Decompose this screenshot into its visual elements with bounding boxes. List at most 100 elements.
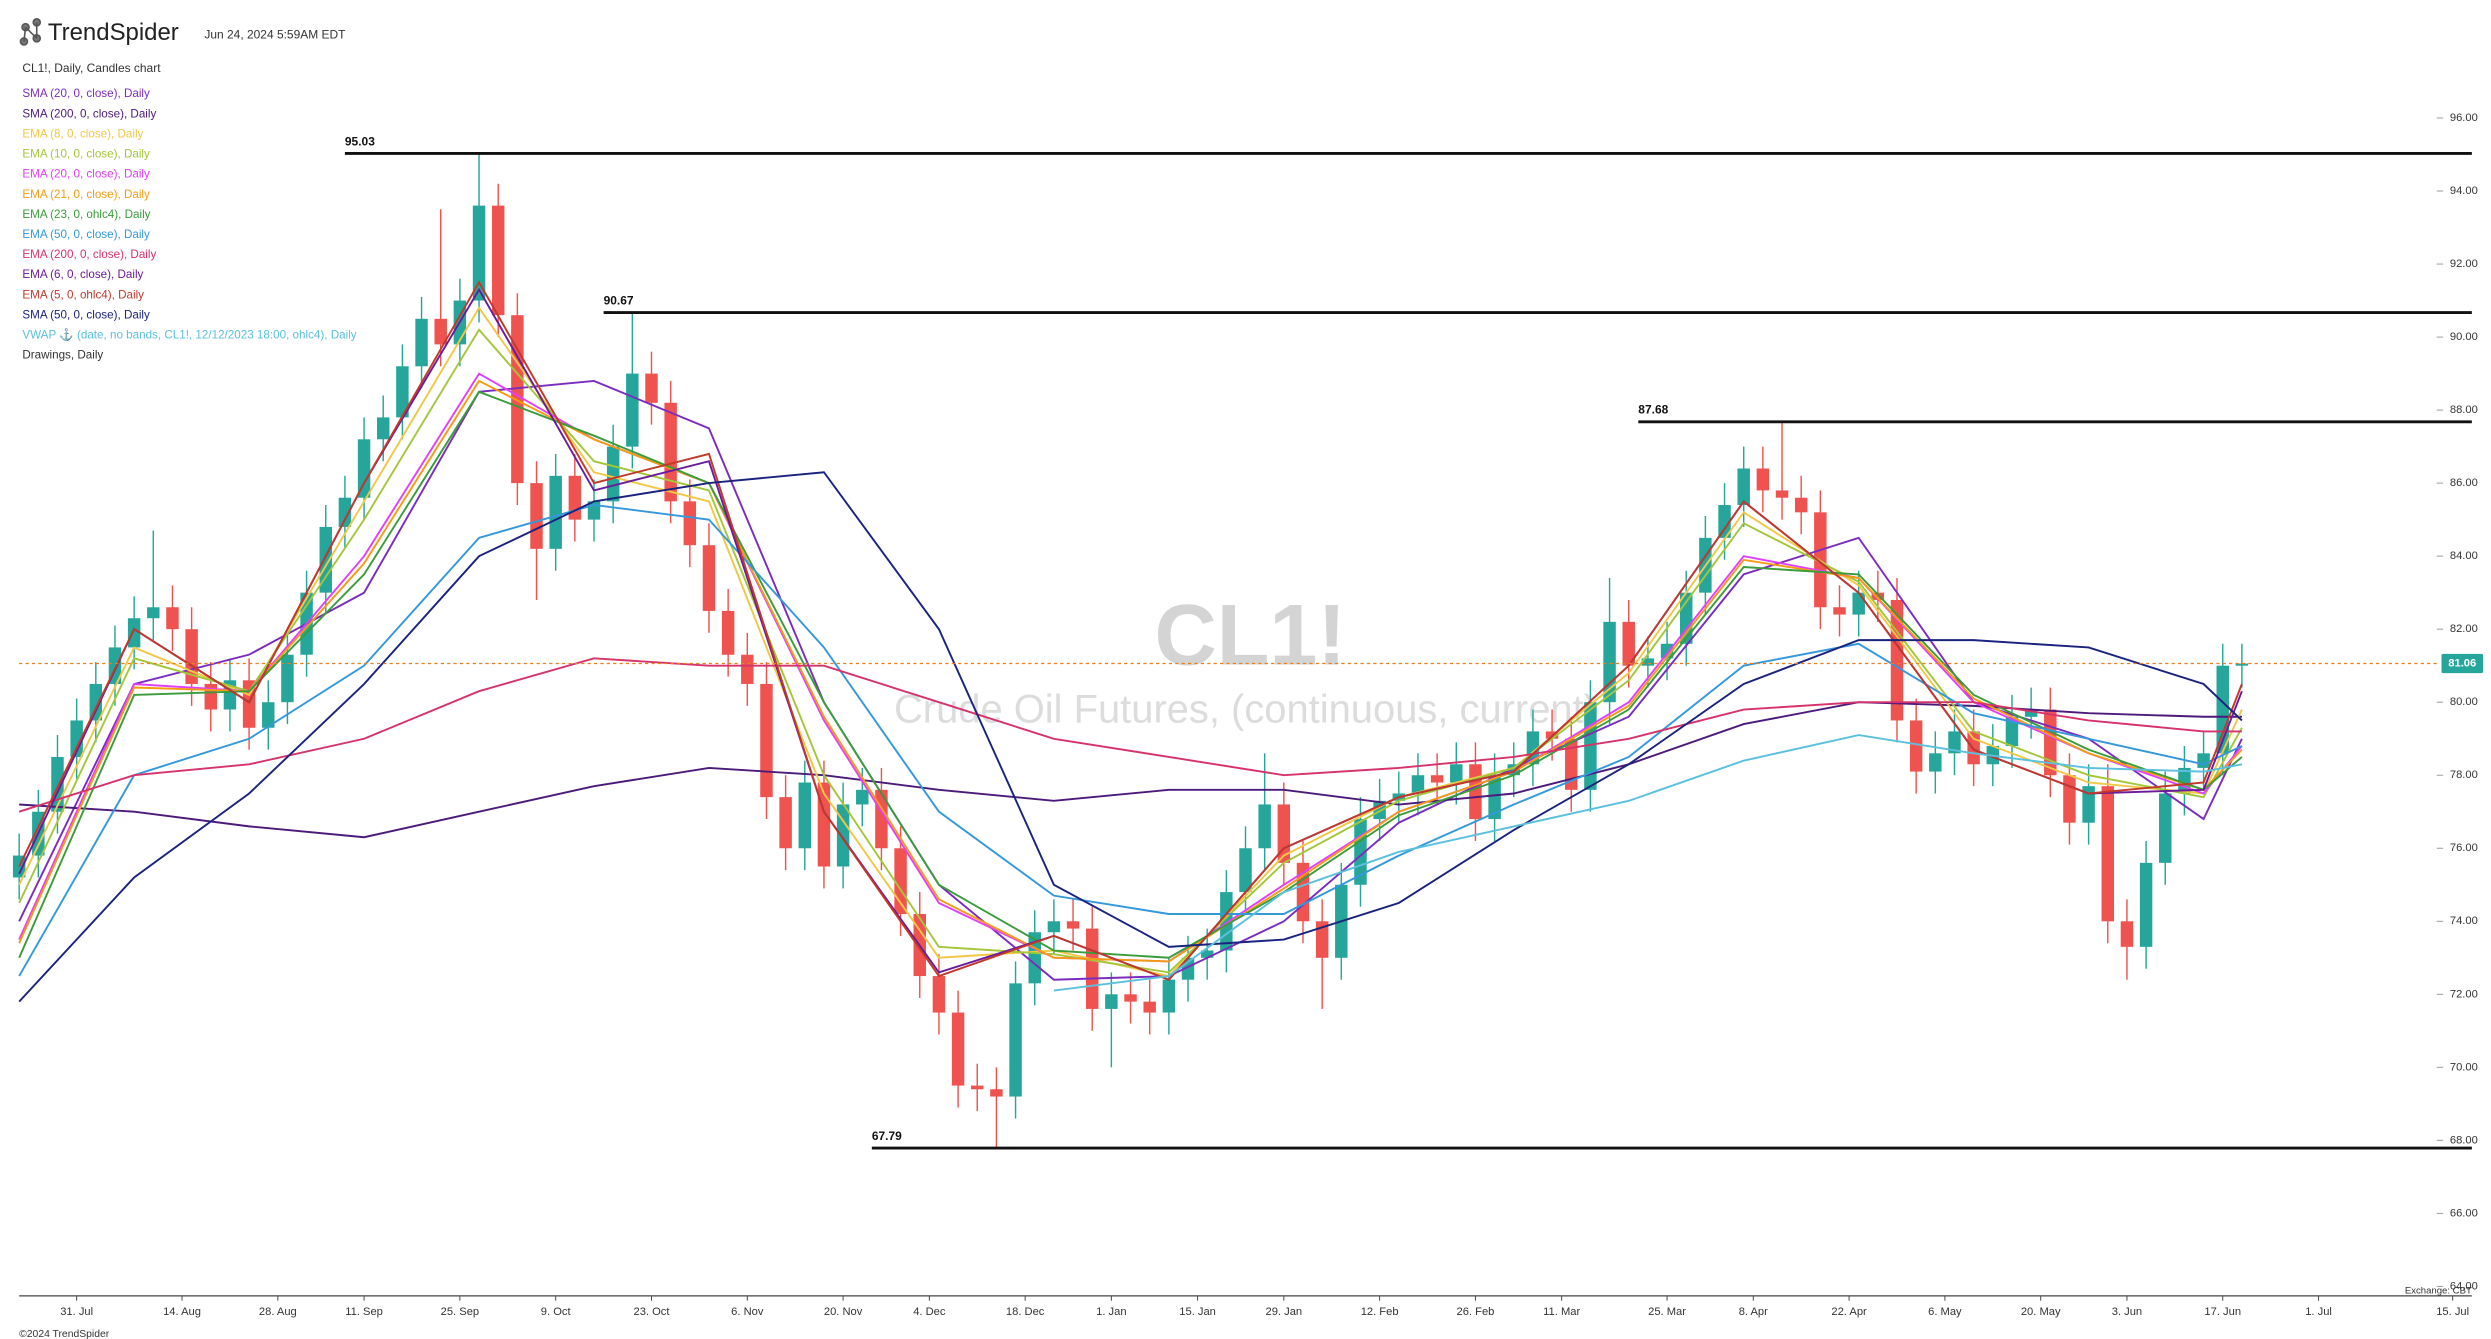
y-tick-label: 66.00 [2450, 1207, 2478, 1219]
candle-body [2005, 716, 2019, 747]
candle-body [472, 205, 486, 301]
y-tick-label: 70.00 [2450, 1061, 2478, 1073]
x-tick-label: 6. May [1928, 1306, 1962, 1318]
exchange: Exchange: CBT [2405, 1286, 2472, 1297]
candle-body [1469, 764, 1482, 820]
candle-body [1009, 983, 1022, 1097]
x-tick-label: 18. Dec [1006, 1306, 1045, 1318]
x-tick-label: 9. Oct [541, 1306, 572, 1318]
candle-body [683, 501, 697, 546]
legend-entry: Drawings, Daily [22, 349, 103, 362]
x-tick-label: 11. Sep [345, 1306, 383, 1318]
x-tick-label: 31. Jul [60, 1306, 93, 1318]
x-tick-label: 8. Apr [1739, 1306, 1768, 1318]
y-tick-label: 88.00 [2450, 404, 2478, 416]
candle-body [491, 205, 505, 316]
candle-body [951, 1012, 965, 1086]
x-tick-label: 28. Aug [259, 1306, 297, 1318]
legend-entry: EMA (5, 0, ohlc4), Daily [22, 288, 144, 301]
candle-body [262, 702, 275, 728]
candle-body [1105, 994, 1118, 1009]
candle-body [2139, 862, 2153, 947]
candle-body [1411, 775, 1425, 794]
legend-entry: EMA (20, 0, close), Daily [22, 168, 150, 181]
candle-body [1967, 731, 1980, 765]
candle-body [2101, 786, 2114, 922]
ma-line [18, 328, 2243, 974]
candle-body [1143, 1001, 1156, 1013]
candle-body [1737, 468, 1750, 506]
x-tick-label: 20. May [2021, 1306, 2061, 1318]
candle-body [1565, 738, 1578, 790]
chart-label: CL1!, Daily, Candles chart [22, 61, 161, 75]
candle-body [1871, 592, 1885, 600]
candle-body [1909, 720, 1923, 772]
x-tick-label: 25. Mar [1648, 1306, 1686, 1318]
candle-body [645, 373, 658, 403]
timestamp: Jun 24, 2024 5:59AM EDT [204, 27, 346, 41]
x-tick-label: 25. Sep [441, 1306, 479, 1318]
legend-entry: EMA (6, 0, close), Daily [22, 268, 143, 281]
y-tick-label: 82.00 [2450, 623, 2478, 635]
candle-body [166, 607, 179, 630]
candle-body [1890, 599, 1904, 721]
candle-body [530, 483, 543, 549]
candle-body [70, 720, 83, 757]
x-tick-label: 4. Dec [913, 1306, 946, 1318]
x-tick-label: 20. Nov [824, 1306, 863, 1318]
x-tick-label: 17. Jun [2204, 1306, 2241, 1318]
candle-body [721, 610, 735, 655]
x-tick-label: 1. Jan [1096, 1306, 1126, 1318]
x-tick-label: 15. Jul [2436, 1306, 2469, 1318]
candle-body [1622, 621, 1635, 666]
candle-body [856, 789, 869, 805]
ma-line [18, 280, 2243, 981]
candle-body [1603, 621, 1616, 703]
ma-line [18, 390, 2243, 959]
ma-line [18, 657, 2242, 813]
y-tick-label: 74.00 [2450, 915, 2478, 927]
x-tick-label: 3. Jun [2112, 1306, 2142, 1318]
legend-entry: EMA (200, 0, close), Daily [22, 248, 156, 261]
ma-line [18, 471, 2243, 1003]
candle-body [1028, 932, 1041, 984]
y-tick-label: 96.00 [2450, 112, 2478, 124]
candle-body [606, 446, 620, 502]
x-tick-label: 29. Jan [1266, 1306, 1303, 1318]
candle-body [89, 683, 103, 721]
candle-body [2082, 786, 2095, 823]
candle-body [798, 782, 812, 849]
x-tick-label: 26. Feb [1457, 1306, 1495, 1318]
ma-line [18, 503, 2243, 977]
candle-body [760, 683, 773, 798]
candle-body [626, 373, 639, 447]
x-tick-label: 22. Apr [1831, 1306, 1867, 1318]
y-tick-label: 64.00 [2450, 1280, 2478, 1292]
candle-body [836, 804, 850, 867]
candle-body [1833, 607, 1846, 615]
candle-body [1258, 804, 1271, 849]
candle-body [415, 318, 428, 367]
level-label: 87.68 [1638, 403, 1668, 417]
candle-body [338, 497, 352, 527]
candle-body [2063, 775, 2076, 823]
watermark-subtitle: Crude Oil Futures, (continuous, current) [894, 687, 1597, 731]
candle-body [2024, 709, 2038, 717]
y-tick-label: 76.00 [2450, 842, 2478, 854]
copyright: ©2024 TrendSpider [19, 1329, 110, 1339]
candle-body [377, 417, 390, 440]
watermark: CL1! [1154, 587, 1346, 683]
candle-body [2159, 793, 2172, 863]
candle-body [1794, 497, 1808, 513]
legend-entry: VWAP ⚓ (date, no bands, CL1!, 12/12/2023… [22, 328, 356, 342]
candle-body [1047, 921, 1061, 933]
candle-body [1488, 775, 1501, 820]
candle-body [357, 439, 371, 498]
candle-body [1775, 490, 1789, 498]
candle-body [1948, 731, 1961, 754]
logo-icon [19, 18, 42, 46]
x-tick-label: 12. Feb [1361, 1306, 1399, 1318]
candle-body [932, 976, 946, 1013]
level-label: 90.67 [604, 294, 634, 308]
candle-body [2197, 753, 2210, 768]
